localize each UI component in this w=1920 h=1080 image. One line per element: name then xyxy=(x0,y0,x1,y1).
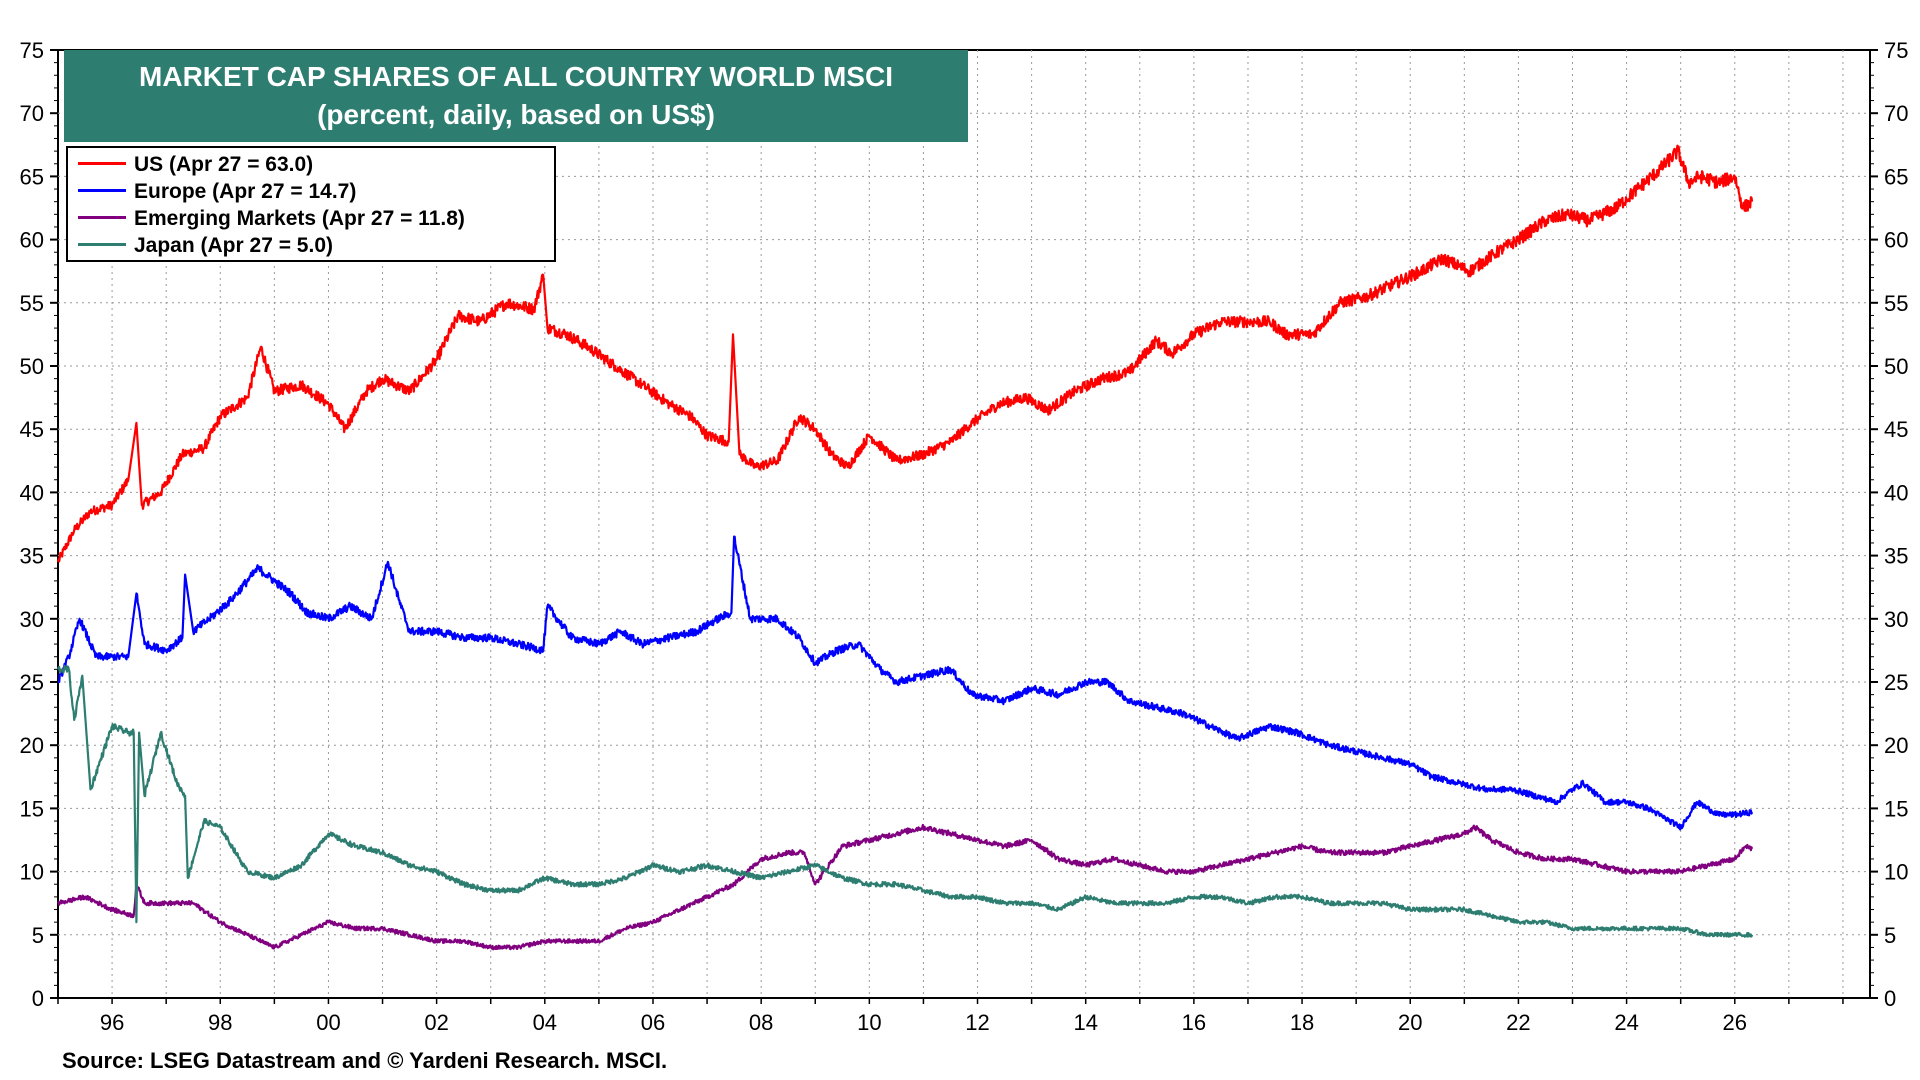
y-tick-label-left: 75 xyxy=(20,38,44,63)
y-tick-label-right: 15 xyxy=(1884,796,1908,821)
y-tick-label-left: 70 xyxy=(20,101,44,126)
y-tick-label-left: 65 xyxy=(20,164,44,189)
y-tick-label-left: 40 xyxy=(20,480,44,505)
x-tick-label: 26 xyxy=(1723,1010,1747,1035)
legend-swatch-japan xyxy=(78,242,126,246)
x-tick-label: 16 xyxy=(1182,1010,1206,1035)
x-tick-label: 98 xyxy=(208,1010,232,1035)
y-tick-label-left: 10 xyxy=(20,860,44,885)
y-tick-label-right: 60 xyxy=(1884,228,1908,253)
x-tick-label: 02 xyxy=(424,1010,448,1035)
series-line-us xyxy=(56,144,1754,563)
legend-label-emerging-markets: Emerging Markets (Apr 27 = 11.8) xyxy=(134,207,465,230)
y-tick-label-left: 55 xyxy=(20,291,44,316)
y-tick-label-right: 0 xyxy=(1884,986,1896,1011)
y-tick-label-left: 5 xyxy=(32,923,44,948)
y-tick-label-left: 35 xyxy=(20,544,44,569)
y-tick-label-left: 0 xyxy=(32,986,44,1011)
legend-label-europe: Europe (Apr 27 = 14.7) xyxy=(134,180,357,203)
y-tick-label-right: 30 xyxy=(1884,607,1908,632)
x-tick-label: 12 xyxy=(965,1010,989,1035)
y-tick-label-right: 35 xyxy=(1884,544,1908,569)
legend: US (Apr 27 = 63.0) Europe (Apr 27 = 14.7… xyxy=(66,146,556,262)
y-tick-label-right: 10 xyxy=(1884,860,1908,885)
legend-item-us: US (Apr 27 = 63.0) xyxy=(78,152,313,178)
y-tick-label-right: 55 xyxy=(1884,291,1908,316)
legend-item-emerging-markets: Emerging Markets (Apr 27 = 11.8) xyxy=(78,206,465,232)
chart-subtitle: (percent, daily, based on US$) xyxy=(317,99,715,130)
legend-item-japan: Japan (Apr 27 = 5.0) xyxy=(78,233,333,259)
y-tick-label-right: 75 xyxy=(1884,38,1908,63)
y-tick-label-right: 65 xyxy=(1884,164,1908,189)
y-tick-label-right: 5 xyxy=(1884,923,1896,948)
series-layer xyxy=(56,144,1754,951)
legend-label-us: US (Apr 27 = 63.0) xyxy=(134,153,314,176)
x-tick-label: 14 xyxy=(1073,1010,1097,1035)
series-line-japan xyxy=(56,664,1754,938)
y-tick-label-left: 30 xyxy=(20,607,44,632)
source-note: Source: LSEG Datastream and © Yardeni Re… xyxy=(62,1048,668,1073)
y-tick-label-right: 45 xyxy=(1884,417,1908,442)
y-tick-label-left: 25 xyxy=(20,670,44,695)
y-tick-label-left: 20 xyxy=(20,733,44,758)
x-tick-label: 96 xyxy=(100,1010,124,1035)
y-tick-label-left: 45 xyxy=(20,417,44,442)
y-tick-label-right: 20 xyxy=(1884,733,1908,758)
y-tick-label-right: 70 xyxy=(1884,101,1908,126)
legend-swatch-europe xyxy=(78,188,126,192)
x-tick-label: 20 xyxy=(1398,1010,1422,1035)
x-tick-label: 04 xyxy=(533,1010,557,1035)
y-tick-label-left: 60 xyxy=(20,228,44,253)
x-tick-label: 06 xyxy=(641,1010,665,1035)
legend-item-europe: Europe (Apr 27 = 14.7) xyxy=(78,179,356,205)
x-tick-label: 08 xyxy=(749,1010,773,1035)
x-tick-label: 18 xyxy=(1290,1010,1314,1035)
y-tick-label-right: 40 xyxy=(1884,480,1908,505)
series-line-europe xyxy=(57,535,1754,831)
y-tick-label-left: 50 xyxy=(20,354,44,379)
legend-swatch-us xyxy=(78,161,126,165)
chart-title-box: MARKET CAP SHARES OF ALL COUNTRY WORLD M… xyxy=(64,50,968,142)
x-tick-label: 24 xyxy=(1614,1010,1638,1035)
y-tick-label-right: 25 xyxy=(1884,670,1908,695)
chart-title: MARKET CAP SHARES OF ALL COUNTRY WORLD M… xyxy=(139,61,893,92)
x-tick-label: 10 xyxy=(857,1010,881,1035)
series-line-emerging-markets xyxy=(57,823,1754,951)
y-tick-label-left: 15 xyxy=(20,796,44,821)
y-tick-label-right: 50 xyxy=(1884,354,1908,379)
legend-swatch-emerging-markets xyxy=(78,215,126,219)
x-tick-label: 00 xyxy=(316,1010,340,1035)
x-tick-label: 22 xyxy=(1506,1010,1530,1035)
legend-label-japan: Japan (Apr 27 = 5.0) xyxy=(134,234,333,257)
